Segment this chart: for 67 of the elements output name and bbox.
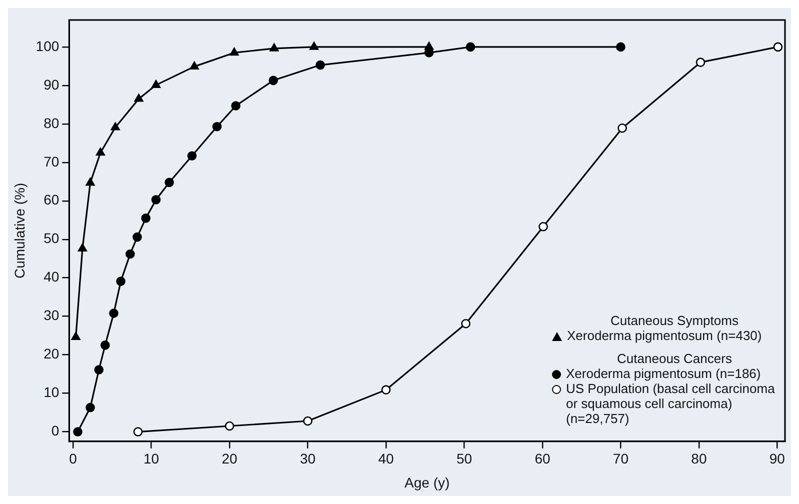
- point: [303, 416, 312, 426]
- point: [461, 318, 470, 328]
- point: [116, 276, 126, 286]
- point: [132, 232, 142, 242]
- annotation: Cutaneous Cancers: [616, 351, 733, 366]
- point: [224, 421, 234, 431]
- legend-label: Xeroderma pigmentosum (n=430): [567, 328, 762, 343]
- point: [73, 427, 82, 436]
- point: [466, 42, 476, 52]
- annotation: Cutaneous Symptoms: [610, 313, 740, 328]
- x-tick-label: 30: [300, 450, 316, 467]
- point: [141, 214, 150, 223]
- x-tick-label: 70: [612, 450, 629, 467]
- y-tick-label: 0: [51, 422, 60, 439]
- point: [268, 76, 278, 86]
- point: [96, 148, 105, 156]
- point: [212, 122, 222, 132]
- y-tick-label: 50: [44, 230, 60, 246]
- point: [110, 122, 120, 130]
- point: [230, 48, 239, 56]
- x-axis-title: Age (y): [404, 474, 450, 490]
- x-tick-label: 50: [456, 450, 472, 467]
- y-tick-label: 90: [44, 76, 60, 92]
- point: [126, 249, 135, 259]
- y-tick-label: 30: [44, 307, 60, 324]
- point: [424, 42, 434, 50]
- x-tick-label: 40: [378, 450, 394, 467]
- point: [616, 42, 626, 52]
- x-tick-label: 80: [691, 450, 707, 467]
- point: [231, 101, 240, 110]
- x-tick-label: 60: [534, 450, 550, 467]
- point: [94, 365, 104, 374]
- y-tick-label: 100: [36, 38, 60, 54]
- y-tick-label: 80: [44, 114, 60, 131]
- point: [309, 42, 319, 50]
- x-tick-label: 10: [144, 450, 160, 467]
- point: [86, 178, 95, 186]
- y-tick-label: 40: [44, 268, 60, 285]
- point: [316, 60, 325, 70]
- point: [133, 427, 143, 436]
- point: [100, 340, 110, 350]
- y-tick-label: 60: [44, 192, 60, 208]
- x-tick-label: 0: [69, 450, 78, 467]
- y-axis-title: Cumulative (%): [11, 182, 28, 279]
- y-tick-label: 10: [44, 384, 60, 400]
- point: [187, 151, 197, 160]
- point: [164, 178, 174, 188]
- point: [134, 94, 144, 102]
- point: [190, 61, 199, 70]
- point: [109, 308, 118, 318]
- point: [381, 385, 391, 394]
- x-tick-label: 20: [222, 450, 238, 467]
- point: [538, 222, 548, 232]
- point: [71, 332, 80, 340]
- point: [773, 42, 783, 52]
- y-tick-label: 70: [44, 153, 60, 170]
- point: [270, 43, 279, 52]
- point: [86, 402, 95, 412]
- point: [618, 123, 627, 133]
- point: [78, 243, 88, 252]
- y-tick-label: 20: [44, 346, 60, 362]
- point: [696, 58, 706, 67]
- legend-label: US Population (basal cell carcinoma or squamous cell carcinoma) (n=29,757): [566, 381, 776, 426]
- legend-label: Xeroderma pigmentosum (n=186): [566, 366, 761, 381]
- point: [151, 195, 161, 204]
- point: [151, 80, 161, 88]
- x-tick-label: 90: [769, 450, 786, 467]
